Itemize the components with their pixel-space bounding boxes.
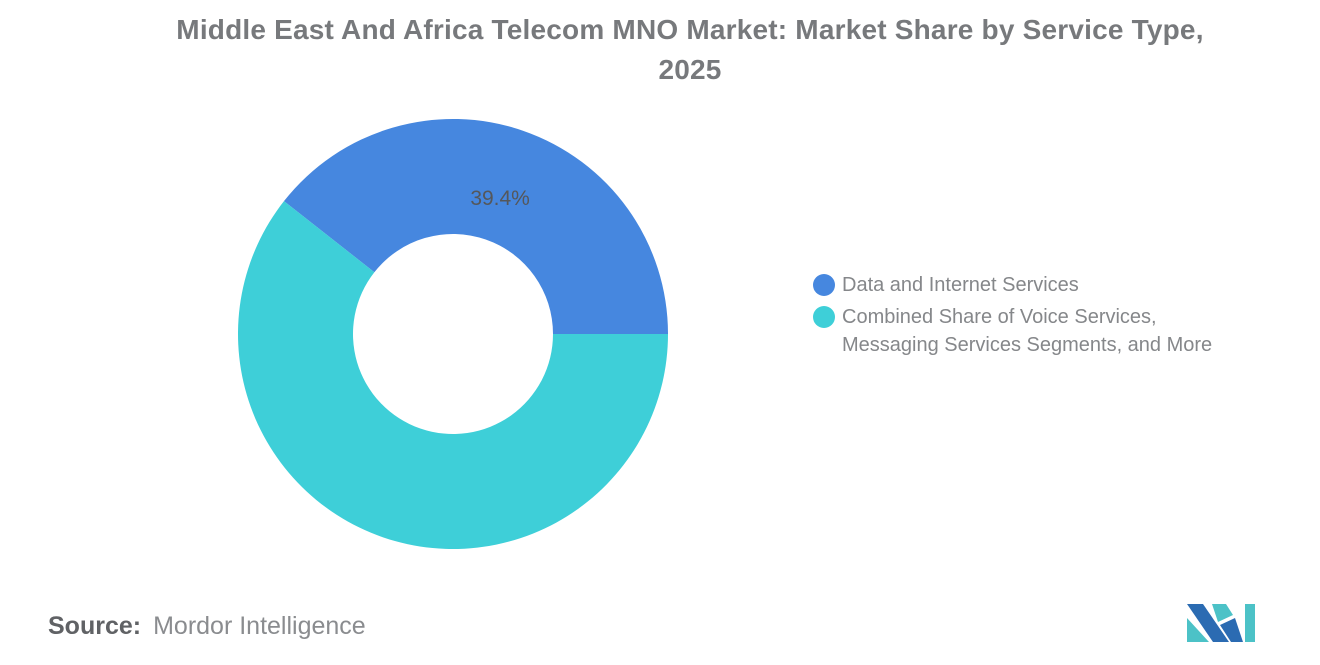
legend-marker-data-internet	[813, 274, 835, 296]
logo-shape-teal-band	[1212, 604, 1233, 622]
donut-slice-label: 39.4%	[470, 187, 530, 210]
donut-slice-0[interactable]	[283, 119, 668, 335]
donut-slice-1[interactable]	[238, 201, 668, 550]
chart-title-line1: Middle East And Africa Telecom MNO Marke…	[176, 14, 1204, 45]
donut-svg: 39.4%	[238, 119, 668, 550]
legend-label: Data and Internet Services	[842, 274, 1079, 296]
legend-item-combined-voice-messaging[interactable]: Combined Share of Voice Services, Messag…	[813, 303, 1283, 359]
source-attribution: Source: Mordor Intelligence	[48, 612, 366, 641]
logo-shape-teal-triangle	[1187, 618, 1209, 642]
source-label: Source:	[48, 612, 142, 640]
logo-shape-blue-triangle	[1220, 618, 1243, 642]
chart-title-line2: 2025	[658, 54, 722, 85]
donut-chart: 39.4%	[233, 114, 673, 554]
chart-legend: Data and Internet Services Combined Shar…	[813, 271, 1283, 363]
chart-title: Middle East And Africa Telecom MNO Marke…	[0, 10, 1320, 90]
mordor-intelligence-logo	[1187, 604, 1255, 642]
logo-shape-teal-bar	[1245, 604, 1255, 642]
logo-shape-blue-band	[1187, 604, 1229, 642]
legend-label: Combined Share of Voice Services, Messag…	[842, 306, 1213, 356]
legend-marker-combined-voice-messaging	[813, 306, 835, 328]
source-name: Mordor Intelligence	[153, 612, 366, 640]
legend-item-data-internet[interactable]: Data and Internet Services	[813, 271, 1283, 299]
